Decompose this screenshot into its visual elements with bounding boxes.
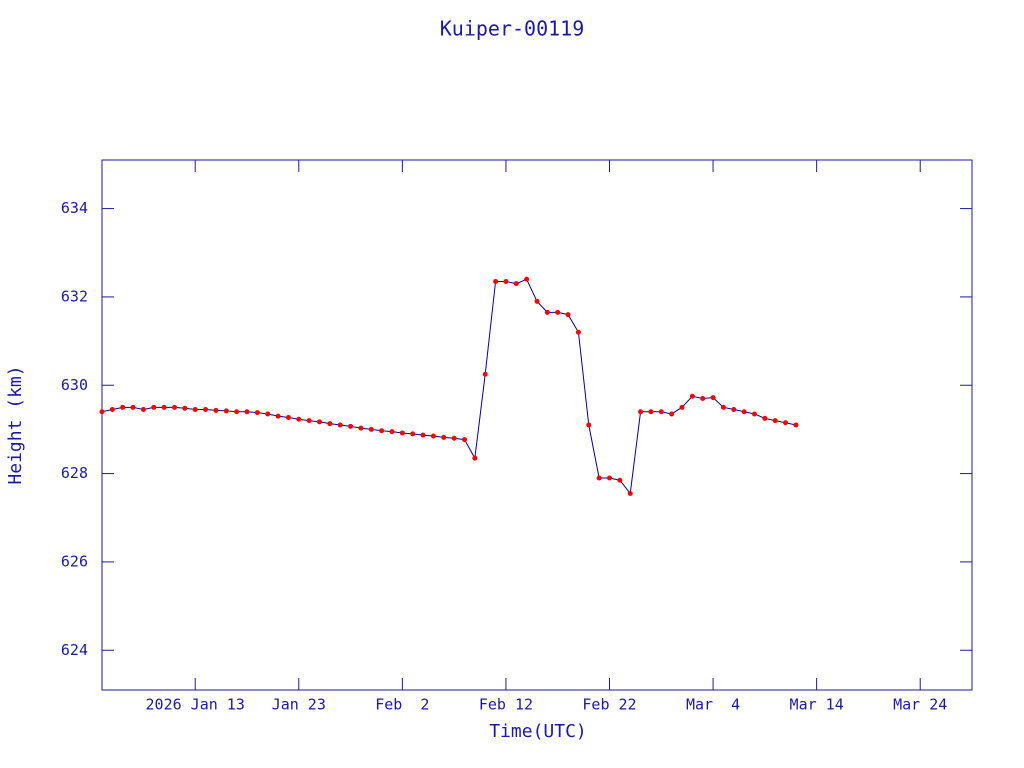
data-point [120,404,126,410]
data-point [223,408,229,414]
data-point [596,475,602,481]
x-tick-label: Feb 2 [375,696,429,714]
data-point [638,409,644,415]
data-point [379,428,385,434]
chart-title: Kuiper-00119 [440,17,585,41]
data-point [679,404,685,410]
data-point [544,309,550,315]
data-point [575,329,581,335]
data-point [783,420,789,426]
data-point [285,414,291,420]
data-point [265,411,271,417]
y-axis-label: Height (km) [5,365,26,484]
data-point [358,425,364,431]
data-point [327,421,333,427]
y-tick-label: 630 [61,376,88,394]
data-point [140,407,146,413]
data-point [669,411,675,417]
data-point [213,407,219,413]
data-point [451,435,457,441]
data-point [493,278,499,284]
data-point [99,409,105,415]
data-point [472,455,478,461]
data-point [430,433,436,439]
data-point [389,429,395,435]
data-point [741,409,747,415]
x-axis-label: Time(UTC) [489,721,587,742]
data-point [275,413,281,419]
data-point [648,409,654,415]
x-tick-label: Feb 22 [582,696,636,714]
data-point [462,437,467,443]
data-point [192,407,198,413]
data-point [565,312,571,318]
data-point [482,371,488,377]
data-point [710,395,716,401]
data-point [627,490,633,496]
plot-frame [101,159,973,691]
series-line [101,278,797,495]
data-point [151,404,157,410]
data-point [368,426,374,432]
y-tick-label: 624 [61,641,88,659]
data-point [109,407,115,413]
x-tick-label: 2026 Jan 13 [146,696,245,714]
data-point [420,432,426,438]
data-point [296,416,302,422]
data-point [410,431,416,437]
data-point [720,404,726,410]
data-point [524,276,530,282]
data-point [337,422,343,428]
data-point [555,309,561,315]
data-point [752,411,757,417]
data-point [441,434,447,440]
data-point [203,407,209,413]
data-point [317,419,322,425]
x-tick-label: Feb 12 [479,696,533,714]
data-point [130,404,136,410]
data-point [161,404,167,410]
data-point [534,298,540,304]
x-tick-label: Mar 4 [686,696,740,714]
y-tick-label: 632 [61,287,88,305]
data-point [234,409,240,415]
data-point [607,475,612,481]
data-point [503,278,509,284]
data-point [513,281,519,287]
data-point [399,430,405,436]
data-point [658,409,664,415]
x-tick-label: Mar 14 [790,696,844,714]
data-point [244,409,250,415]
x-tick-label: Jan 23 [272,696,326,714]
data-point [254,410,260,416]
y-tick-label: 626 [61,552,88,570]
data-point [689,393,695,399]
x-tick-label: Mar 24 [893,696,947,714]
data-point [731,407,737,413]
data-point [762,415,768,421]
data-point [172,404,177,410]
data-point [793,422,799,428]
data-point [306,418,312,424]
data-point [772,418,778,424]
data-point [182,405,188,411]
data-point [348,423,354,429]
y-tick-label: 634 [61,199,88,217]
data-point [700,396,706,401]
y-tick-label: 628 [61,464,88,482]
data-point [586,422,592,428]
data-point [617,477,623,483]
